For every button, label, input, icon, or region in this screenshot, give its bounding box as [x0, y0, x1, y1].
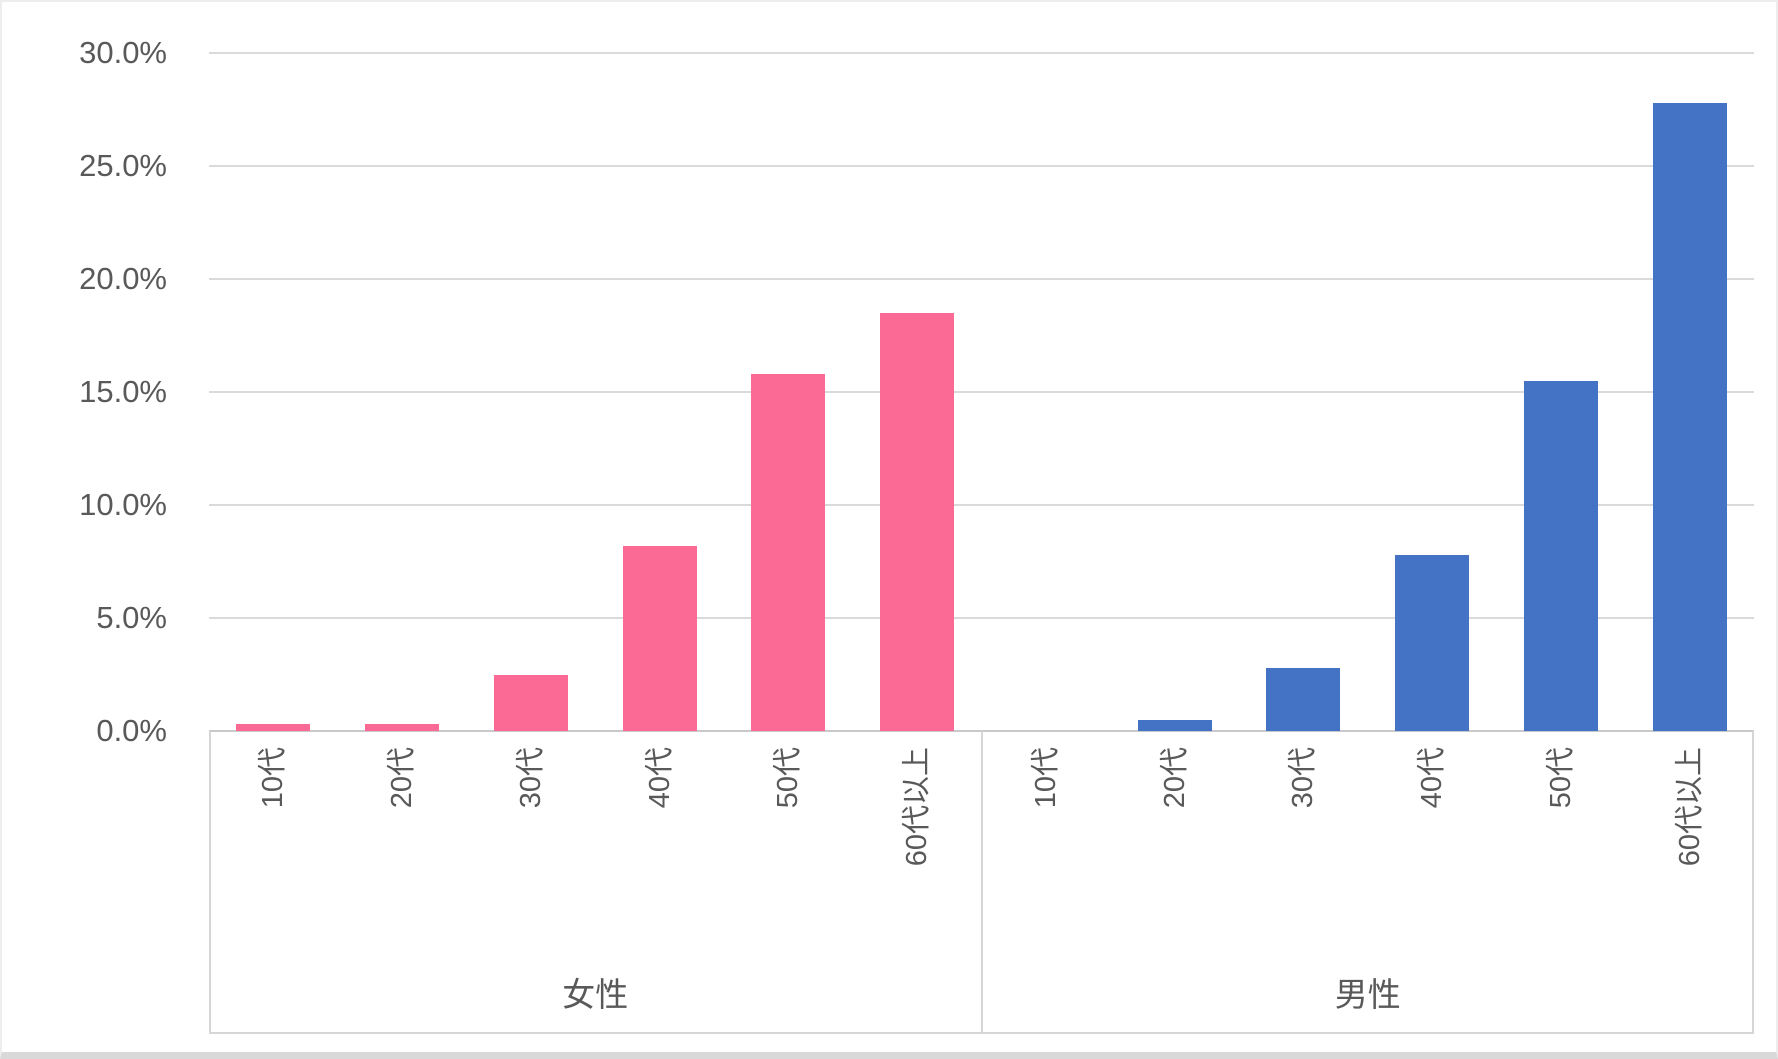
- y-axis-tick-label: 20.0%: [79, 261, 167, 296]
- bar-男性-20代: [1137, 719, 1212, 731]
- category-label: 40代: [643, 747, 676, 809]
- bar-男性-50代: [1523, 380, 1598, 731]
- category-label: 10代: [257, 747, 290, 809]
- axis-band-divider: [980, 731, 983, 1034]
- category-label: 40代: [1416, 747, 1449, 809]
- category-label: 60代以上: [1673, 747, 1706, 867]
- bar-女性-40代: [622, 545, 697, 731]
- category-label: 60代以上: [901, 747, 934, 867]
- y-axis-tick-label: 25.0%: [79, 148, 167, 183]
- category-label: 20代: [386, 747, 419, 809]
- y-axis-tick-label: 15.0%: [79, 374, 167, 409]
- y-axis-tick-label: 10.0%: [79, 487, 167, 522]
- y-gridline: [209, 617, 1754, 619]
- y-gridline: [209, 52, 1754, 54]
- bar-男性-60代以上: [1652, 102, 1727, 731]
- y-gridline: [209, 391, 1754, 393]
- axis-band-bottom-line: [209, 1032, 1754, 1034]
- series-group-label: 女性: [562, 976, 629, 1013]
- bar-女性-20代: [365, 724, 440, 731]
- category-label: 30代: [1287, 747, 1320, 809]
- category-label: 50代: [772, 747, 805, 809]
- bar-女性-60代以上: [880, 312, 955, 731]
- axis-band-divider: [1752, 731, 1754, 1034]
- category-label: 30代: [514, 747, 547, 809]
- category-label: 20代: [1158, 747, 1191, 809]
- y-axis-tick-label: 30.0%: [79, 35, 167, 70]
- bar-男性-30代: [1266, 667, 1341, 731]
- bar-女性-10代: [236, 724, 311, 731]
- series-group-label: 男性: [1334, 976, 1401, 1013]
- y-axis-tick-label: 5.0%: [96, 600, 167, 635]
- y-axis-tick-label: 0.0%: [96, 713, 167, 748]
- bar-男性-40代: [1395, 554, 1470, 731]
- category-label: 10代: [1029, 747, 1062, 809]
- y-gridline: [209, 165, 1754, 167]
- category-label: 50代: [1544, 747, 1577, 809]
- bar-女性-30代: [493, 674, 568, 731]
- bar-女性-50代: [751, 373, 826, 731]
- axis-band-divider: [209, 731, 211, 1034]
- y-gridline: [209, 278, 1754, 280]
- y-gridline: [209, 504, 1754, 506]
